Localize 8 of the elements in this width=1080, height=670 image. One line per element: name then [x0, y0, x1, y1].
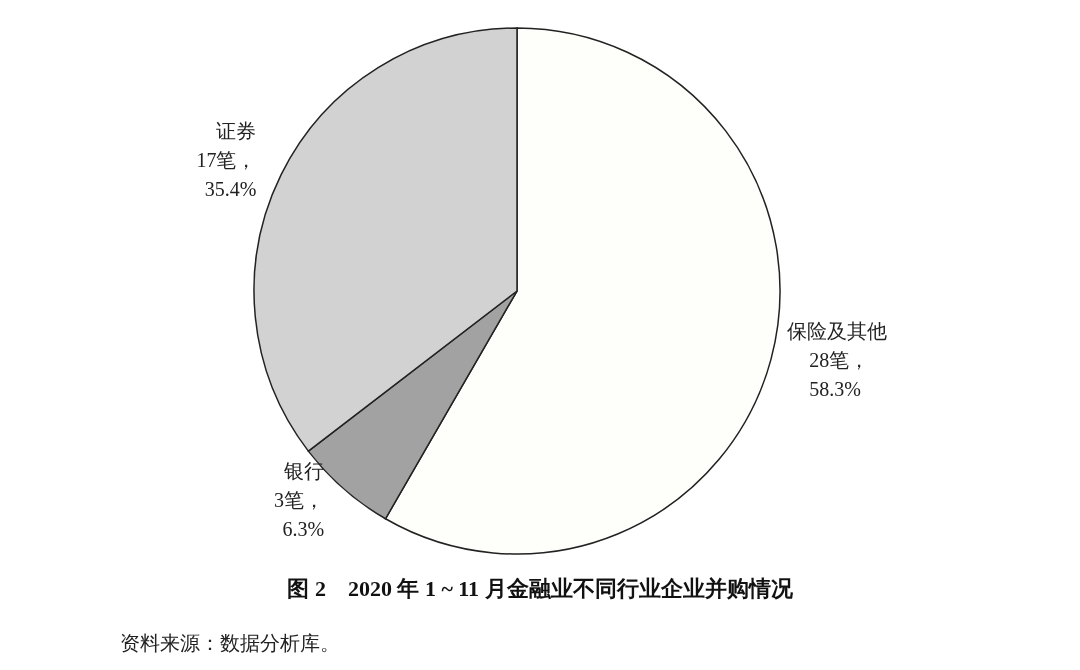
slice-label: 银行: [283, 460, 325, 483]
data-label: 17笔， 35.4%: [196, 148, 257, 200]
slice-label: 证券: [216, 119, 257, 142]
slice-label: 保险及其他: [787, 319, 888, 342]
text: 图 2 2020 年 1 ~ 11 月金融业不同行业企业并购情况: [286, 575, 794, 603]
data-label: 28笔， 58.3%: [809, 348, 870, 400]
text: 资料来源：数据分析库。: [120, 631, 341, 656]
data-label: 3笔， 6.3%: [274, 489, 325, 541]
